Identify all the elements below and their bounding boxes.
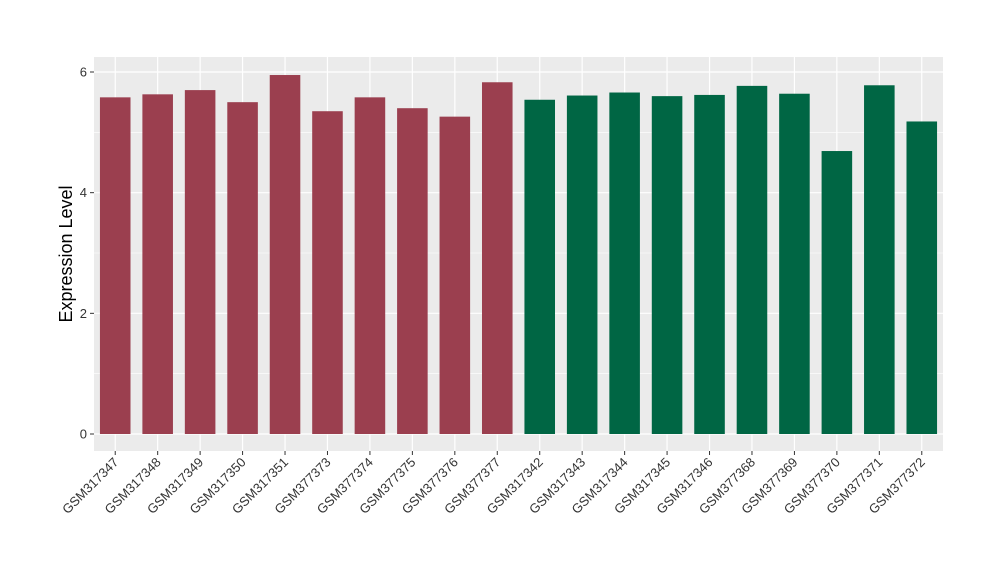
bar: [269, 75, 301, 435]
plot-panel: [94, 57, 943, 451]
y-tick-label: 6: [80, 65, 87, 80]
bar: [184, 90, 216, 434]
bar: [312, 111, 343, 434]
bar: [651, 96, 683, 434]
bar: [906, 121, 938, 435]
bar: [439, 116, 471, 434]
bar: [354, 97, 386, 434]
bars: [99, 75, 938, 435]
bar: [524, 99, 556, 435]
bar: [397, 108, 428, 434]
y-tick-label: 0: [80, 427, 87, 442]
bar: [142, 94, 173, 434]
bar: [779, 93, 810, 434]
y-tick-label: 2: [80, 306, 87, 321]
y-tick-label: 4: [80, 185, 87, 200]
bar: [694, 94, 725, 434]
bar: [821, 151, 853, 434]
bar: [864, 85, 895, 435]
bar: [736, 85, 768, 435]
bar: [609, 92, 640, 434]
bar: [99, 97, 131, 434]
bar: [481, 82, 513, 435]
bar: [227, 102, 258, 435]
bar: [566, 95, 598, 434]
y-axis-title: Expression Level: [56, 185, 76, 322]
